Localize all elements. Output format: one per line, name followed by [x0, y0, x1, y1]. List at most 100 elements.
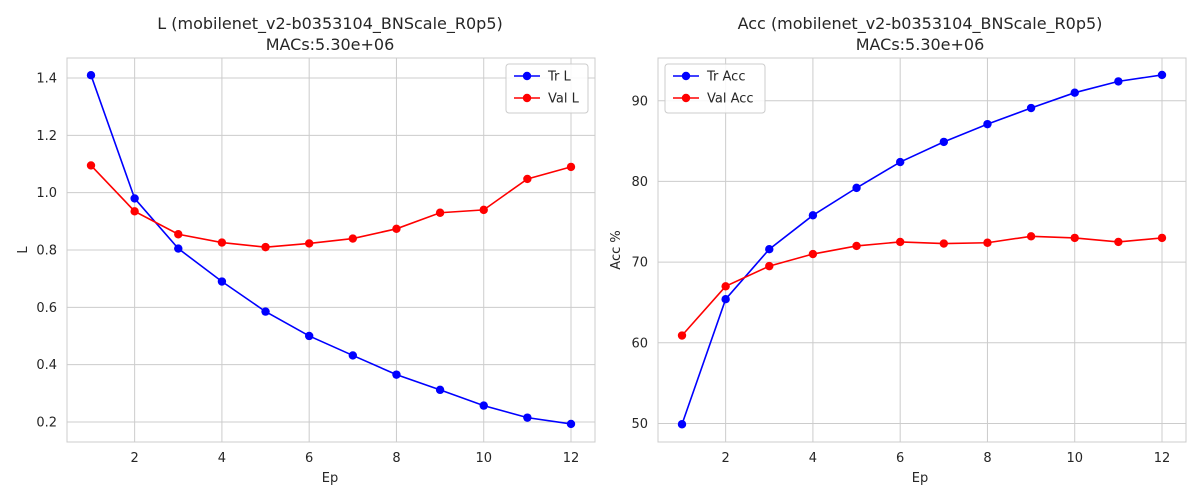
loss-data-point — [130, 194, 139, 203]
loss-legend-swatch-marker — [522, 93, 532, 103]
accuracy-y-tick-label: 90 — [631, 94, 648, 109]
loss-x-tick-label: 6 — [305, 451, 313, 466]
loss-y-tick-label: 1.2 — [36, 129, 57, 144]
accuracy-plot-background — [658, 58, 1186, 442]
loss-series-line — [90, 74, 572, 425]
accuracy-x-tick-label: 2 — [721, 451, 729, 466]
loss-data-point — [217, 277, 227, 286]
loss-data-point — [174, 230, 183, 239]
accuracy-x-tick-label: 12 — [1154, 451, 1171, 466]
accuracy-x-tick-label: 10 — [1066, 451, 1083, 466]
loss-data-point — [348, 351, 358, 360]
loss-legend-swatch-marker — [522, 71, 532, 81]
accuracy-chart-subtitle: MACs:5.30e+06 — [856, 35, 985, 54]
loss-data-point — [435, 385, 445, 395]
loss-data-point — [261, 307, 270, 316]
loss-data-point — [217, 238, 227, 247]
accuracy-data-point — [939, 239, 949, 248]
accuracy-y-tick-label: 70 — [631, 256, 648, 271]
loss-legend-label: Val L — [548, 92, 580, 107]
accuracy-data-point — [721, 295, 730, 304]
loss-x-tick-label: 12 — [563, 451, 580, 466]
accuracy-data-point — [895, 157, 905, 167]
accuracy-data-point — [852, 241, 861, 251]
accuracy-data-point — [983, 119, 992, 129]
accuracy-legend-label: Val Acc — [707, 92, 754, 107]
loss-data-point — [86, 70, 96, 80]
accuracy-legend-swatch-marker — [681, 93, 691, 103]
accuracy-series-validation — [677, 232, 1167, 340]
loss-x-tick-label: 10 — [475, 451, 492, 466]
accuracy-data-point — [895, 237, 905, 247]
loss-y-tick-label: 1.0 — [36, 186, 57, 201]
loss-data-point — [174, 244, 183, 253]
loss-x-tick-label: 4 — [218, 451, 226, 466]
loss-data-point — [392, 224, 401, 233]
loss-plot-border — [66, 57, 596, 443]
accuracy-data-point — [1026, 232, 1036, 241]
loss-data-point — [566, 162, 576, 172]
loss-data-point — [348, 234, 358, 243]
accuracy-data-point — [1114, 237, 1123, 247]
accuracy-y-tick-label: 50 — [631, 417, 648, 432]
accuracy-chart-ylabel: Acc % — [609, 230, 624, 269]
loss-y-tick-label: 0.2 — [36, 415, 57, 430]
accuracy-data-point — [765, 261, 774, 271]
accuracy-data-point — [721, 282, 730, 291]
accuracy-plot-area: 2 4 6 8 10 12 50 60 70 80 90 — [631, 57, 1187, 466]
loss-y-tick-label: 0.4 — [36, 358, 57, 373]
loss-data-point — [479, 205, 488, 215]
loss-data-point — [523, 174, 532, 184]
loss-data-point — [304, 331, 314, 341]
accuracy-data-point — [808, 249, 818, 259]
loss-plot-area: 2 4 6 8 10 12 0.2 0.4 0.6 0.8 1.0 1.2 1.4 — [36, 57, 596, 466]
loss-data-point — [130, 207, 139, 216]
accuracy-data-point — [1026, 103, 1036, 113]
accuracy-series-line — [681, 235, 1163, 337]
loss-x-tick-label: 2 — [130, 451, 138, 466]
accuracy-data-point — [1157, 70, 1167, 80]
loss-legend-label: Tr L — [547, 70, 572, 85]
accuracy-data-point — [983, 238, 992, 247]
loss-chart: L (mobilenet_v2-b0353104_BNScale_R0p5) M… — [16, 14, 596, 486]
loss-series-train — [86, 70, 576, 429]
accuracy-x-tick-label: 6 — [896, 451, 904, 466]
accuracy-chart-title: Acc (mobilenet_v2-b0353104_BNScale_R0p5) — [738, 14, 1103, 34]
loss-data-point — [479, 401, 488, 410]
accuracy-data-point — [808, 211, 818, 220]
loss-data-point — [86, 161, 96, 170]
accuracy-y-tick-label: 60 — [631, 336, 648, 351]
loss-legend: Tr L Val L — [505, 63, 589, 114]
loss-y-tick-label: 0.6 — [36, 301, 57, 316]
loss-y-tick-label: 0.8 — [36, 244, 57, 259]
accuracy-series-train — [677, 70, 1167, 429]
accuracy-x-tick-label: 4 — [809, 451, 817, 466]
loss-series-validation — [86, 161, 576, 252]
accuracy-legend-swatch-marker — [681, 71, 691, 81]
accuracy-data-point — [1157, 233, 1167, 243]
loss-chart-title: L (mobilenet_v2-b0353104_BNScale_R0p5) — [157, 14, 502, 34]
accuracy-data-point — [1070, 88, 1079, 97]
accuracy-y-tick-label: 80 — [631, 175, 648, 190]
accuracy-x-tick-label: 8 — [983, 451, 991, 466]
loss-chart-subtitle: MACs:5.30e+06 — [266, 35, 395, 54]
accuracy-data-point — [1070, 233, 1079, 243]
accuracy-chart-xlabel: Ep — [912, 471, 928, 486]
accuracy-data-point — [677, 331, 687, 340]
accuracy-legend: Tr Acc Val Acc — [664, 63, 766, 114]
accuracy-data-point — [765, 244, 774, 254]
accuracy-data-point — [852, 183, 861, 193]
loss-data-point — [523, 413, 532, 422]
accuracy-legend-label: Tr Acc — [706, 70, 745, 85]
loss-data-point — [566, 419, 576, 429]
accuracy-data-point — [1114, 77, 1123, 86]
accuracy-data-point — [677, 420, 687, 429]
loss-series-line — [90, 164, 572, 248]
loss-data-point — [392, 370, 401, 379]
accuracy-data-point — [939, 137, 949, 147]
accuracy-series-line — [681, 74, 1163, 425]
loss-data-point — [261, 242, 270, 252]
loss-data-point — [304, 239, 314, 248]
